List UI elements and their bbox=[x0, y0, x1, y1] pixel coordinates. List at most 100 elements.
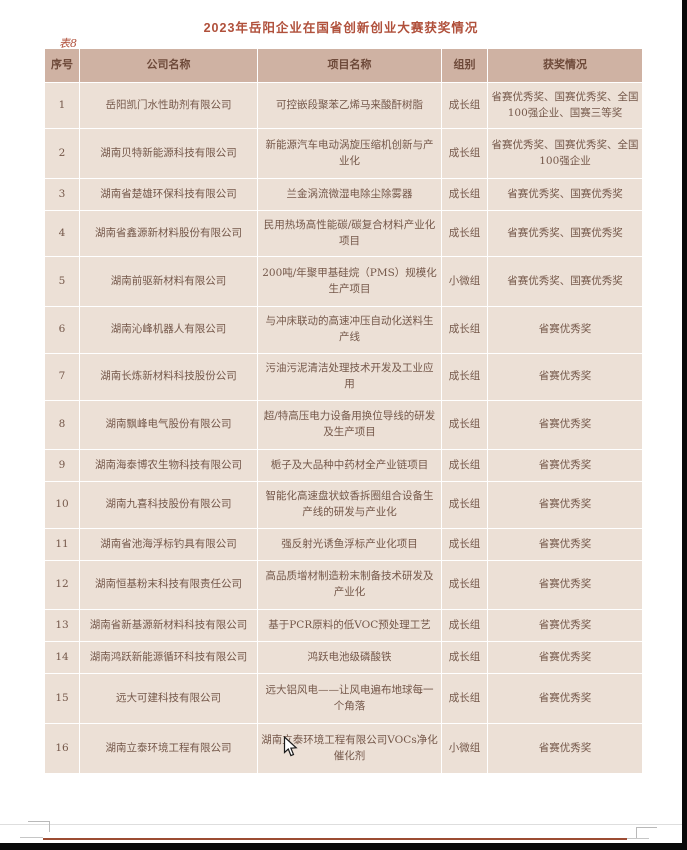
cell-company[interactable]: 湖南省池海浮标钓具有限公司 bbox=[79, 528, 258, 561]
cell-no[interactable]: 2 bbox=[44, 128, 80, 179]
cell-company[interactable]: 湖南沁峰机器人有限公司 bbox=[79, 306, 258, 354]
cell-awards[interactable]: 省赛优秀奖 bbox=[487, 723, 643, 774]
table-body: 1 岳阳凯门水性助剂有限公司 可控嵌段聚苯乙烯马来酸酐树脂 成长组 省赛优秀奖、国赛优秀… bbox=[44, 82, 643, 774]
cell-company[interactable]: 湖南海泰博农生物科技有限公司 bbox=[79, 449, 258, 482]
cell-group[interactable]: 成长组 bbox=[441, 400, 488, 450]
cell-group[interactable]: 成长组 bbox=[441, 449, 488, 482]
cell-awards[interactable]: 省赛优秀奖 bbox=[487, 306, 643, 354]
cell-group[interactable]: 成长组 bbox=[441, 210, 488, 257]
mouse-cursor-icon bbox=[283, 736, 298, 757]
cell-no[interactable]: 14 bbox=[44, 641, 80, 674]
cell-group[interactable]: 成长组 bbox=[441, 128, 488, 179]
cell-project[interactable]: 强反射光诱鱼浮标产业化项目 bbox=[257, 528, 442, 561]
table-row: 5 湖南前驱新材料有限公司 200吨/年聚甲基硅烷（PMS）规模化生产项目 小微组 省赛… bbox=[44, 256, 643, 307]
cell-company[interactable]: 湖南飘峰电气股份有限公司 bbox=[79, 400, 258, 450]
cell-awards[interactable]: 省赛优秀奖、国赛优秀奖 bbox=[487, 210, 643, 257]
table-caption: 表8 bbox=[59, 37, 77, 50]
cell-no[interactable]: 16 bbox=[44, 723, 80, 774]
cell-company[interactable]: 湖南九喜科技股份有限公司 bbox=[79, 481, 258, 529]
page-bottom-border bbox=[43, 838, 627, 840]
cell-no[interactable]: 1 bbox=[44, 82, 80, 129]
cell-awards[interactable]: 省赛优秀奖 bbox=[487, 609, 643, 642]
cell-group[interactable]: 成长组 bbox=[441, 560, 488, 610]
cell-company[interactable]: 湖南恒基粉末科技有限责任公司 bbox=[79, 560, 258, 610]
table-row: 15 远大可建科技有限公司 远大铝风电——让风电遍布地球每一个角落 成长组 省赛优秀奖 bbox=[44, 673, 643, 724]
cell-group[interactable]: 成长组 bbox=[441, 673, 488, 724]
cell-company[interactable]: 湖南省鑫源新材料股份有限公司 bbox=[79, 210, 258, 257]
cell-awards[interactable]: 省赛优秀奖、国赛优秀奖、全国100强企业 bbox=[487, 128, 643, 179]
cell-company[interactable]: 湖南省楚雄环保科技有限公司 bbox=[79, 178, 258, 211]
cell-no[interactable]: 9 bbox=[44, 449, 80, 482]
cell-group[interactable]: 成长组 bbox=[441, 481, 488, 529]
cell-awards[interactable]: 省赛优秀奖、国赛优秀奖 bbox=[487, 178, 643, 211]
cell-project[interactable]: 超/特高压电力设备用换位导线的研发及生产项目 bbox=[257, 400, 442, 450]
cell-awards[interactable]: 省赛优秀奖、国赛优秀奖、全国100强企业、国赛三等奖 bbox=[487, 82, 643, 129]
cell-no[interactable]: 8 bbox=[44, 400, 80, 450]
cell-company[interactable]: 远大可建科技有限公司 bbox=[79, 673, 258, 724]
cell-awards[interactable]: 省赛优秀奖 bbox=[487, 449, 643, 482]
cell-no[interactable]: 13 bbox=[44, 609, 80, 642]
cell-group[interactable]: 成长组 bbox=[441, 609, 488, 642]
cell-no[interactable]: 4 bbox=[44, 210, 80, 257]
cell-project[interactable]: 高品质增材制造粉末制备技术研发及产业化 bbox=[257, 560, 442, 610]
cell-no[interactable]: 11 bbox=[44, 528, 80, 561]
cell-awards[interactable]: 省赛优秀奖 bbox=[487, 400, 643, 450]
cell-project[interactable]: 鸿跃电池级磷酸铁 bbox=[257, 641, 442, 674]
cell-awards[interactable]: 省赛优秀奖 bbox=[487, 481, 643, 529]
cell-awards[interactable]: 省赛优秀奖 bbox=[487, 353, 643, 401]
cell-no[interactable]: 5 bbox=[44, 256, 80, 307]
cell-no[interactable]: 7 bbox=[44, 353, 80, 401]
cell-group[interactable]: 小微组 bbox=[441, 256, 488, 307]
cell-project[interactable]: 远大铝风电——让风电遍布地球每一个角落 bbox=[257, 673, 442, 724]
cell-company[interactable]: 湖南省新基源新材料科技有限公司 bbox=[79, 609, 258, 642]
cell-no[interactable]: 10 bbox=[44, 481, 80, 529]
cell-company[interactable]: 湖南贝特新能源科技有限公司 bbox=[79, 128, 258, 179]
cell-project[interactable]: 新能源汽车电动涡旋压缩机创新与产业化 bbox=[257, 128, 442, 179]
cell-project[interactable]: 与冲床联动的高速冲压自动化送料生产线 bbox=[257, 306, 442, 354]
cell-project[interactable]: 可控嵌段聚苯乙烯马来酸酐树脂 bbox=[257, 82, 442, 129]
awards-table: 序号 公司名称 项目名称 组别 获奖情况 1 岳阳凯门水性助剂有限公司 可控嵌段聚苯乙烯马来… bbox=[44, 48, 643, 774]
cell-company[interactable]: 湖南鸿跃新能源循环科技有限公司 bbox=[79, 641, 258, 674]
cell-project[interactable]: 200吨/年聚甲基硅烷（PMS）规模化生产项目 bbox=[257, 256, 442, 307]
cell-group[interactable]: 成长组 bbox=[441, 528, 488, 561]
cell-no[interactable]: 6 bbox=[44, 306, 80, 354]
margin-corner-mark bbox=[636, 827, 637, 839]
cell-project[interactable]: 智能化高速盘状蚊香拆圈组合设备生产线的研发与产业化 bbox=[257, 481, 442, 529]
column-header-4: 获奖情况 bbox=[487, 48, 643, 83]
cell-project[interactable]: 基于PCR原料的低VOC预处理工艺 bbox=[257, 609, 442, 642]
cell-no[interactable]: 15 bbox=[44, 673, 80, 724]
cell-group[interactable]: 成长组 bbox=[441, 306, 488, 354]
cell-company[interactable]: 岳阳凯门水性助剂有限公司 bbox=[79, 82, 258, 129]
cell-project[interactable]: 兰金涡流微湿电除尘除雾器 bbox=[257, 178, 442, 211]
cell-group[interactable]: 成长组 bbox=[441, 641, 488, 674]
cell-project[interactable]: 栀子及大品种中药材全产业链项目 bbox=[257, 449, 442, 482]
cell-awards[interactable]: 省赛优秀奖 bbox=[487, 560, 643, 610]
table-header-row: 序号 公司名称 项目名称 组别 获奖情况 bbox=[44, 48, 643, 83]
cell-group[interactable]: 成长组 bbox=[441, 353, 488, 401]
table-row: 4 湖南省鑫源新材料股份有限公司 民用热场高性能碳/碳复合材料产业化项目 成长组 省赛优… bbox=[44, 210, 643, 257]
table-row: 2 湖南贝特新能源科技有限公司 新能源汽车电动涡旋压缩机创新与产业化 成长组 省赛优秀奖… bbox=[44, 128, 643, 179]
table-row: 9 湖南海泰博农生物科技有限公司 栀子及大品种中药材全产业链项目 成长组 省赛优秀奖 bbox=[44, 449, 643, 482]
cell-awards[interactable]: 省赛优秀奖 bbox=[487, 528, 643, 561]
cell-company[interactable]: 湖南前驱新材料有限公司 bbox=[79, 256, 258, 307]
cell-no[interactable]: 12 bbox=[44, 560, 80, 610]
cell-no[interactable]: 3 bbox=[44, 178, 80, 211]
app-background-edge bbox=[0, 843, 687, 850]
cell-awards[interactable]: 省赛优秀奖 bbox=[487, 673, 643, 724]
cell-group[interactable]: 成长组 bbox=[441, 178, 488, 211]
table-row: 7 湖南长炼新材料科技股份公司 污油污泥清洁处理技术开发及工业应用 成长组 省赛优秀奖 bbox=[44, 353, 643, 401]
cell-group[interactable]: 小微组 bbox=[441, 723, 488, 774]
cell-awards[interactable]: 省赛优秀奖 bbox=[487, 641, 643, 674]
cell-company[interactable]: 湖南立泰环境工程有限公司 bbox=[79, 723, 258, 774]
cell-project[interactable]: 污油污泥清洁处理技术开发及工业应用 bbox=[257, 353, 442, 401]
cell-group[interactable]: 成长组 bbox=[441, 82, 488, 129]
table-row: 16 湖南立泰环境工程有限公司 湖南立泰环境工程有限公司VOCs净化催化剂 小微组 省赛… bbox=[44, 723, 643, 774]
cell-awards[interactable]: 省赛优秀奖、国赛优秀奖 bbox=[487, 256, 643, 307]
column-header-2: 项目名称 bbox=[257, 48, 442, 83]
cell-company[interactable]: 湖南长炼新材料科技股份公司 bbox=[79, 353, 258, 401]
cell-project[interactable]: 民用热场高性能碳/碳复合材料产业化项目 bbox=[257, 210, 442, 257]
margin-corner-mark bbox=[28, 821, 50, 822]
margin-corner-mark bbox=[20, 837, 43, 838]
table-row: 11 湖南省池海浮标钓具有限公司 强反射光诱鱼浮标产业化项目 成长组 省赛优秀奖 bbox=[44, 528, 643, 561]
